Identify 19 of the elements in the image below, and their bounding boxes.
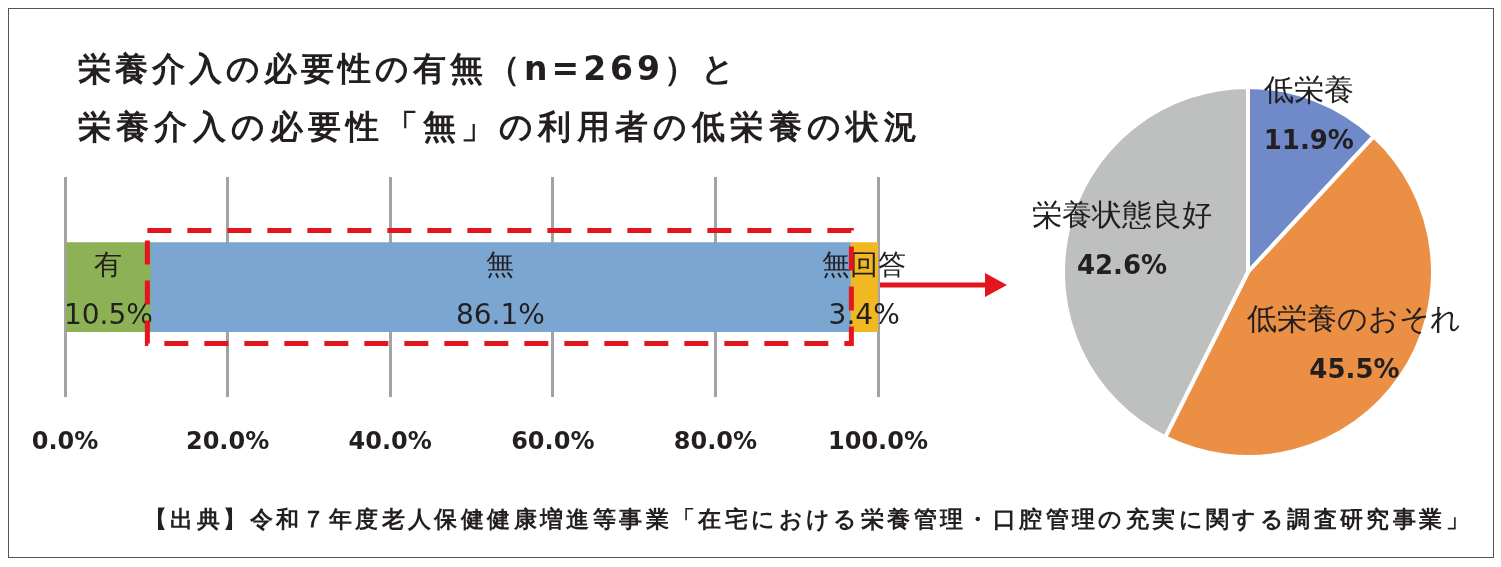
chart-subtitle: 栄養介入の必要性「無」の利用者の低栄養の状況 — [78, 106, 923, 148]
chart-title: 栄養介入の必要性の有無（n=269）と — [78, 48, 740, 90]
series-label: 有 — [94, 248, 123, 282]
data-label: 11.9% — [1263, 124, 1354, 155]
x-tick-label: 0.0% — [31, 426, 99, 455]
x-tick-label: 20.0% — [185, 426, 270, 455]
x-tick-label: 40.0% — [348, 426, 432, 455]
x-tick-label: 60.0% — [511, 426, 595, 455]
series-label: 無回答 — [822, 248, 907, 282]
text: 【出典】令和７年度老人保健健康増進等事業「在宅における栄養管理・口腔管理の充実に関する調査研究事業」 — [144, 505, 1472, 534]
data-label: 3.4% — [828, 298, 900, 332]
slice-label: 栄養状態良好 — [1031, 196, 1212, 232]
data-label: 42.6% — [1076, 249, 1168, 280]
series-label: 無 — [486, 248, 515, 282]
x-tick-label: 100.0% — [828, 426, 928, 455]
data-label: 86.1% — [455, 298, 545, 332]
slice-label: 低栄養のおそれ — [1247, 300, 1462, 336]
data-label: 45.5% — [1309, 353, 1400, 384]
x-tick-label: 80.0% — [673, 426, 758, 455]
